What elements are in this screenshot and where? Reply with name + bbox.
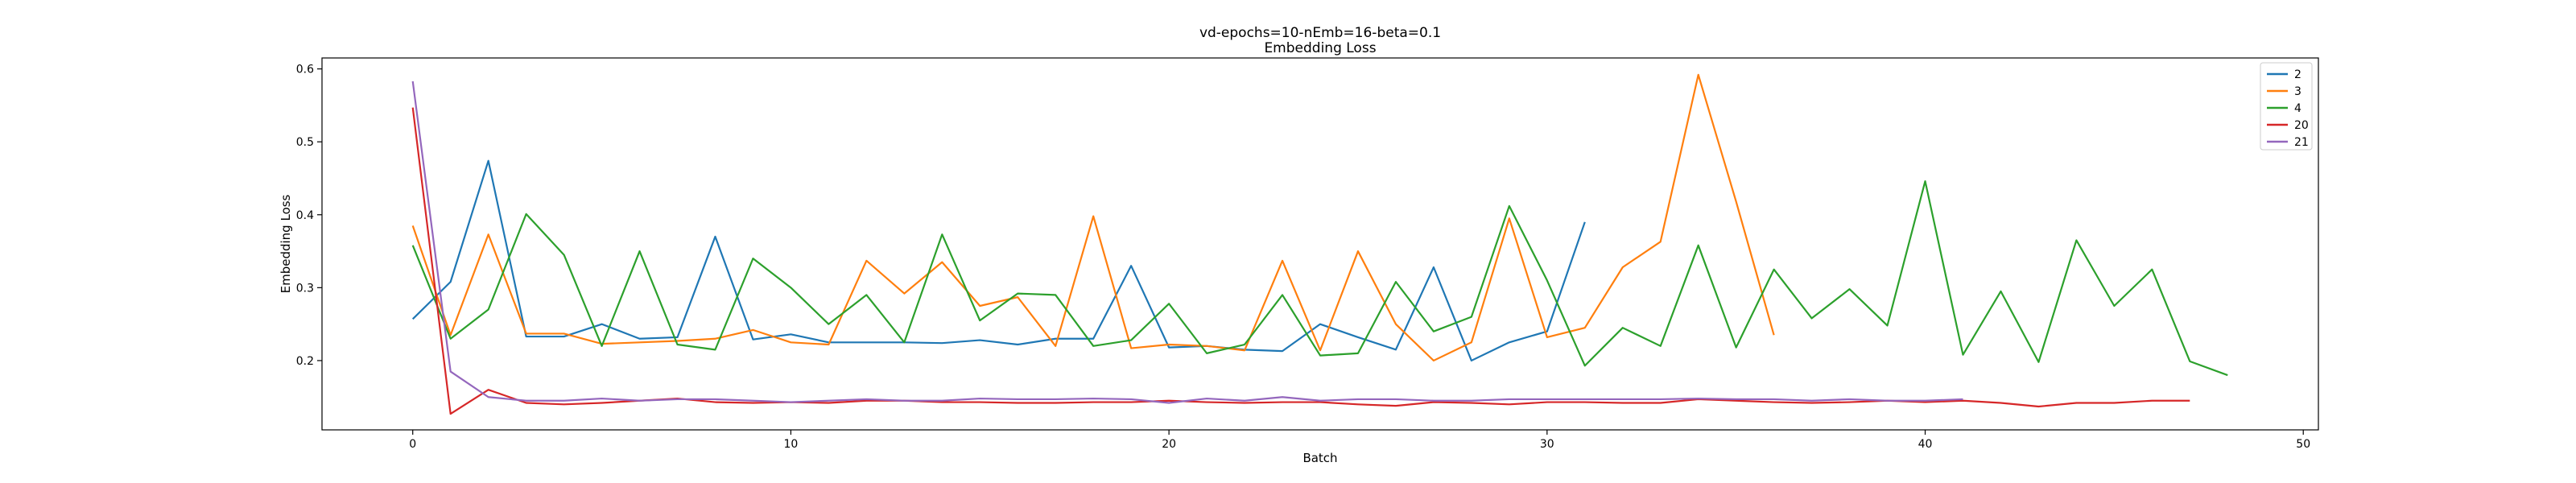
y-tick-label: 0.2 <box>296 355 314 368</box>
series-line-3 <box>411 73 1775 362</box>
legend: 2 3 4 20 21 <box>2260 62 2313 151</box>
series-line-2 <box>411 159 1586 362</box>
chart-subtitle: Embedding Loss <box>1264 40 1376 56</box>
plot-area-frame <box>321 57 2319 431</box>
legend-label-3: 3 <box>2294 85 2301 98</box>
legend-label-20: 20 <box>2294 119 2309 132</box>
y-tick-label: 0.3 <box>296 282 314 295</box>
x-tick-label: 50 <box>2296 438 2310 451</box>
legend-label-21: 21 <box>2294 136 2309 149</box>
y-tick-label: 0.5 <box>296 136 314 149</box>
y-axis-label: Embedding Loss <box>279 194 293 293</box>
x-axis-ticks: 0 10 20 30 40 50 <box>409 430 2310 451</box>
legend-label-4: 4 <box>2294 102 2301 115</box>
y-axis-ticks: 0.2 0.3 0.4 0.5 0.6 <box>296 64 322 368</box>
series-line-21 <box>411 80 1963 404</box>
x-tick-label: 30 <box>1540 438 1554 451</box>
x-tick-label: 40 <box>1918 438 1933 451</box>
y-tick-label: 0.6 <box>296 64 314 76</box>
legend-label-2: 2 <box>2294 68 2301 81</box>
plot-lines <box>411 73 2228 415</box>
x-tick-label: 10 <box>784 438 799 451</box>
x-axis-label: Batch <box>1302 451 1337 465</box>
x-tick-label: 20 <box>1162 438 1176 451</box>
chart-title: vd-epochs=10-nEmb=16-beta=0.1 <box>1199 25 1441 41</box>
legend-box <box>2260 62 2313 151</box>
series-line-4 <box>411 180 2228 377</box>
y-tick-label: 0.4 <box>296 209 314 222</box>
x-tick-label: 0 <box>409 438 416 451</box>
